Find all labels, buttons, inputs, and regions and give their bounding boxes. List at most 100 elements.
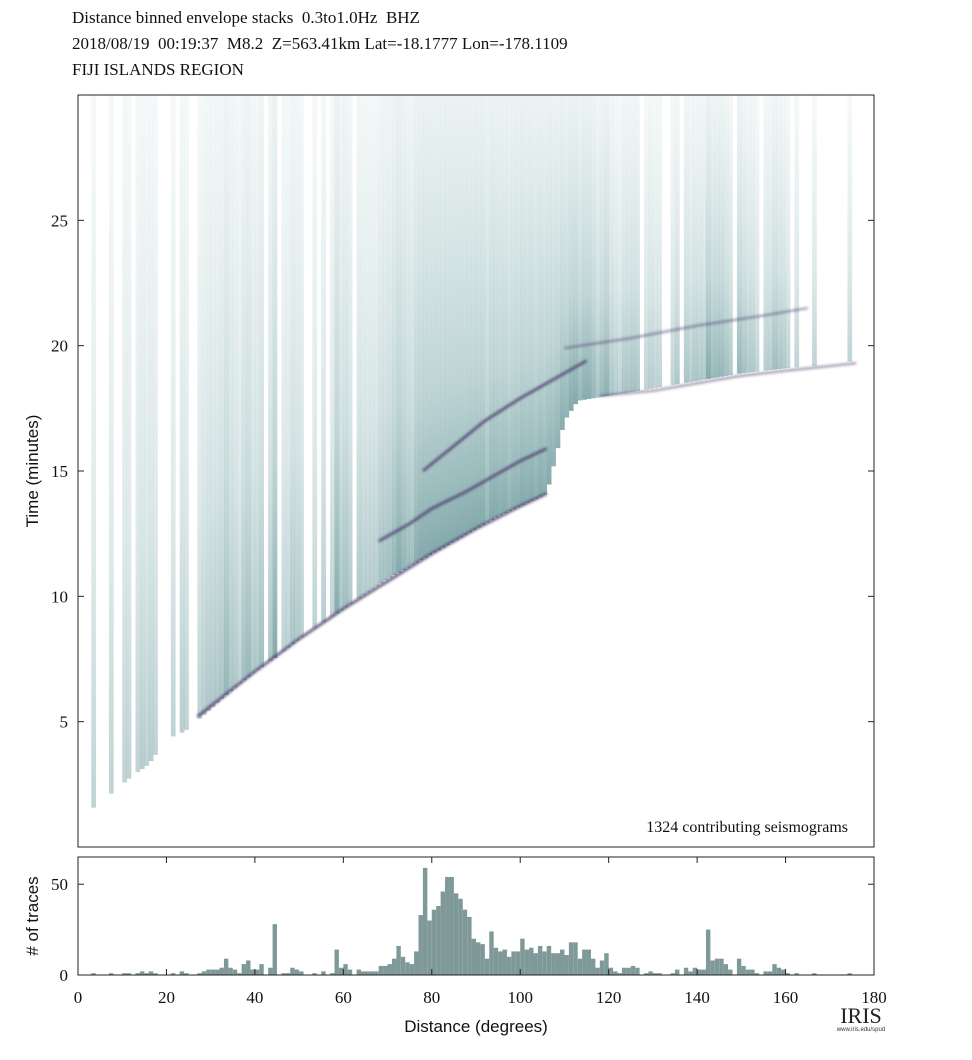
heatmap-column: [223, 95, 229, 695]
x-tick-label: 0: [74, 988, 83, 1007]
heatmap-column: [144, 95, 150, 766]
histogram-bar: [714, 958, 720, 975]
heatmap-column: [648, 95, 654, 389]
heatmap-column: [493, 95, 499, 518]
x-tick-label: 160: [773, 988, 799, 1007]
histogram-bar: [582, 949, 587, 975]
heatmap-column: [396, 95, 402, 573]
heatmap-column: [613, 95, 618, 395]
heatmap-column: [741, 95, 747, 373]
histogram-bar: [299, 971, 304, 975]
heatmap-column: [467, 95, 472, 533]
histogram-bar: [776, 967, 782, 975]
heatmap-column: [750, 95, 755, 372]
heatmap-column: [564, 95, 570, 418]
histogram-bar: [250, 969, 255, 975]
heatmap-column: [736, 95, 742, 374]
heatmap-column: [347, 95, 353, 605]
heatmap-column: [604, 95, 609, 397]
heatmap-column: [657, 95, 663, 388]
heatmap-column: [126, 95, 132, 779]
heatmap-column: [334, 95, 340, 614]
y-tick-label: 10: [51, 587, 68, 606]
x-axis-label: Distance (degrees): [404, 1017, 548, 1036]
histogram-bar: [391, 958, 397, 975]
heatmap-column: [458, 95, 464, 538]
histogram-bar: [741, 965, 746, 975]
histogram-bar: [281, 973, 286, 975]
heatmap-column: [480, 95, 486, 525]
heatmap-column: [511, 95, 517, 510]
histogram-bar: [414, 951, 419, 975]
heatmap-column: [343, 95, 349, 608]
seismogram-count-annotation: 1324 contributing seismograms: [646, 819, 848, 836]
histogram-bar: [524, 949, 530, 975]
iris-logo: IRIS www.iris.edu/spud: [826, 1005, 896, 1034]
histogram-bar: [246, 960, 251, 975]
heatmap-column: [299, 95, 304, 638]
heatmap-column: [369, 95, 375, 590]
heatmap-column: [361, 95, 366, 596]
heatmap-column: [378, 95, 384, 584]
histogram-bar: [489, 931, 494, 975]
histogram-bar: [608, 967, 614, 975]
histogram-bar: [652, 973, 658, 975]
phase-curve: [377, 447, 548, 543]
histogram-bar: [533, 953, 538, 975]
histogram-bar: [201, 971, 207, 975]
histogram-bar: [321, 971, 326, 975]
heatmap-column: [374, 95, 380, 587]
heatmap-column: [383, 95, 388, 581]
heatmap-column: [537, 95, 543, 497]
heatmap-column: [246, 95, 251, 677]
heatmap-column: [714, 95, 720, 378]
histogram-bar: [502, 949, 507, 975]
x-tick-label: 60: [335, 988, 352, 1007]
heatmap-column: [847, 95, 853, 362]
heatmap-column: [772, 95, 778, 370]
phase-curve: [564, 306, 808, 350]
heatmap-column: [153, 95, 158, 755]
histogram-bar: [520, 938, 525, 975]
histogram-bar: [206, 969, 211, 975]
histogram-bar: [630, 965, 636, 975]
heatmap-column: [241, 95, 247, 681]
histogram-bar: [551, 953, 556, 975]
histogram-bar: [590, 958, 596, 975]
heatmap-column: [449, 95, 455, 543]
heatmap-column: [254, 95, 260, 671]
histogram-bar: [648, 971, 653, 975]
title-line-2: 2018/08/19 00:19:37 M8.2 Z=563.41km Lat=…: [72, 34, 568, 53]
histogram-bar: [241, 964, 247, 975]
y-tick-label: 5: [60, 713, 69, 732]
heatmap-column: [608, 95, 614, 396]
heatmap-column: [529, 95, 534, 501]
histogram-bar: [785, 973, 790, 975]
histogram-bar: [418, 915, 423, 975]
histogram-bar: [259, 964, 264, 975]
heatmap-column: [122, 95, 127, 783]
heatmap-column: [135, 95, 141, 773]
histogram-bar: [621, 967, 627, 975]
heatmap-column: [542, 95, 548, 495]
histogram-bar: [449, 876, 454, 975]
histogram-bar: [422, 867, 428, 975]
histogram-bar: [343, 964, 348, 975]
histogram-bar: [763, 971, 768, 975]
histogram-bar: [529, 947, 534, 975]
histogram-bar: [754, 973, 760, 975]
histogram-bar: [445, 876, 450, 975]
x-tick-label: 120: [596, 988, 622, 1007]
title-line-3: FIJI ISLANDS REGION: [72, 60, 244, 79]
histogram-bar: [409, 964, 415, 975]
heatmap-column: [259, 95, 265, 668]
histogram-bar: [745, 969, 751, 975]
heatmap-column: [626, 95, 632, 393]
histogram-bar: [108, 973, 114, 975]
histogram-bar: [467, 916, 472, 975]
histogram-bar: [383, 965, 388, 975]
heatmap-column: [427, 95, 433, 555]
heatmap-column: [321, 95, 326, 623]
heatmap-column: [330, 95, 335, 617]
histogram-bar: [356, 969, 362, 975]
